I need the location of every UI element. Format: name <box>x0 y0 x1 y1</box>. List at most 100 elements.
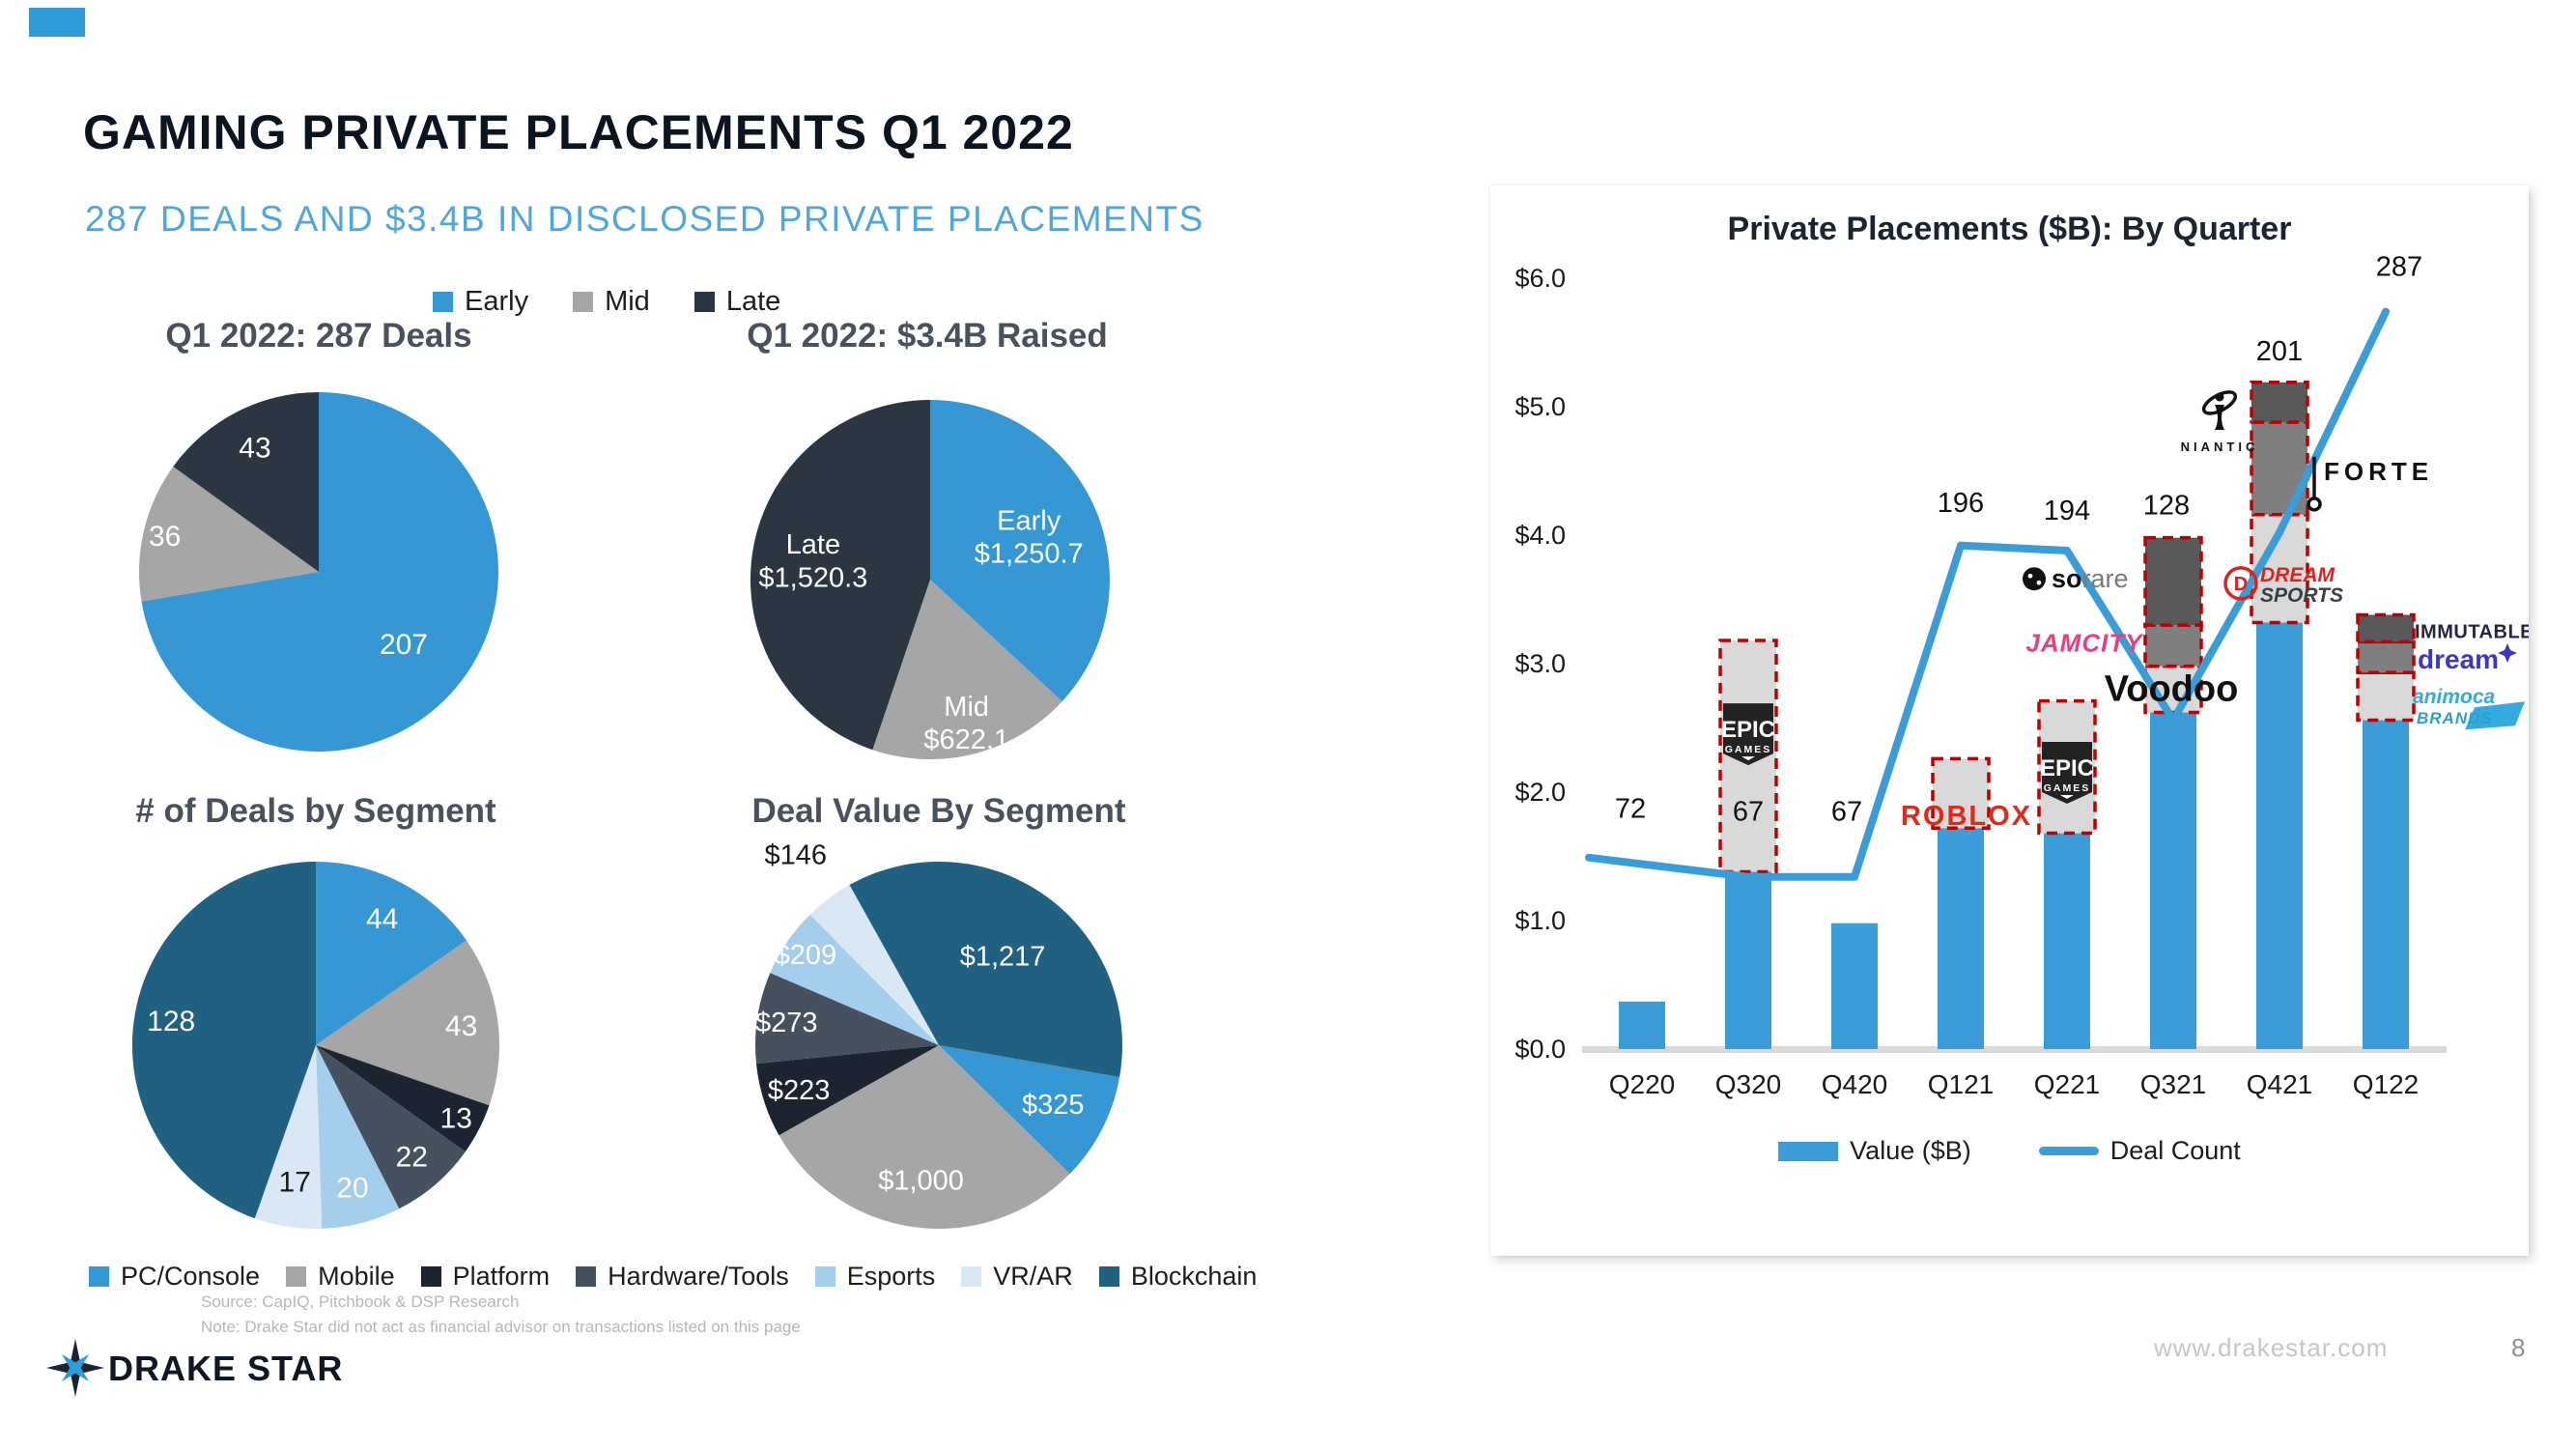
segment-legend: PC/Console Mobile Platform Hardware/Tools Es… <box>89 1262 1257 1292</box>
label: BRANDS <box>2417 709 2493 727</box>
stage-legend: Early Mid Late <box>433 286 780 318</box>
segment-legend-item-hardware-tools: Hardware/Tools <box>576 1262 789 1292</box>
logo-roblox: ROBLOX <box>1901 801 2032 832</box>
y-tick-label: $6.0 <box>1514 264 1566 293</box>
pie-slice-early <box>930 400 1110 702</box>
pie-slice-blockchain <box>131 862 316 1219</box>
corner-accent-bar <box>29 8 85 37</box>
legend-swatch <box>814 1266 835 1287</box>
pie-slice-vr-ar <box>254 1045 323 1230</box>
deal-highlight-segment <box>2143 535 2203 627</box>
logo-text: sorare <box>2052 564 2129 593</box>
chart-title: Private Placements ($B): By Quarter <box>1727 211 2292 247</box>
segment-legend-item-pc-console: PC/Console <box>89 1262 260 1292</box>
segment-legend-item-vr-ar: VR/AR <box>961 1262 1073 1292</box>
label: ROBLOX <box>1901 801 2032 832</box>
deal-highlight-segment <box>2250 380 2309 424</box>
x-tick-label: Q321 <box>2140 1069 2207 1099</box>
bar-Q421 <box>2256 622 2303 1049</box>
legend-swatch <box>286 1266 307 1287</box>
disclaimer-note: Note: Drake Star did not act as financia… <box>201 1318 801 1336</box>
footer-url: www.drakestar.com <box>2154 1333 2389 1362</box>
deal-count-label: 196 <box>1938 488 1984 519</box>
pie-title-raised: Q1 2022: $3.4B Raised <box>747 317 1108 355</box>
pie-data-label: 44 <box>366 903 398 935</box>
label: JAMCITY <box>2025 629 2144 658</box>
bar-Q320 <box>1725 871 1771 1049</box>
label: Voodoo <box>2105 669 2239 710</box>
pie-data-label: 36 <box>149 521 181 553</box>
legend-swatch <box>1098 1266 1119 1287</box>
x-tick-label: Q421 <box>2247 1069 2313 1099</box>
logo-dream: dream <box>2418 643 2517 674</box>
legend-label: Blockchain <box>1130 1262 1258 1291</box>
x-tick-label: Q121 <box>1928 1069 1995 1099</box>
pie-slice-late <box>750 399 930 751</box>
page-subtitle: 287 DEALS AND $3.4B IN DISCLOSED PRIVATE… <box>85 199 1204 239</box>
legend-label: VR/AR <box>993 1262 1073 1291</box>
deal-count-label: 67 <box>1733 796 1764 827</box>
drake-star-logo-icon <box>46 1339 104 1397</box>
x-tick-label: Q420 <box>1822 1069 1888 1099</box>
deal-highlight-segment <box>2250 420 2309 517</box>
pie-data-label: $1,000 <box>878 1166 964 1197</box>
deal-count-label: 128 <box>2143 491 2190 522</box>
legend-label: Early <box>465 286 529 317</box>
legend-label: Mid <box>605 286 650 317</box>
legend-label: Deal Count <box>2109 1136 2241 1165</box>
pie-data-label: 128 <box>147 1006 195 1037</box>
segment-legend-item-mobile: Mobile <box>286 1262 395 1292</box>
label: EPIC <box>1721 717 1775 743</box>
stage-legend-item-late: Late <box>694 286 780 318</box>
deal-count-label: 287 <box>2376 251 2422 282</box>
pie-data-label: $1,217 <box>960 941 1046 972</box>
pie-data-label: 207 <box>380 629 428 661</box>
logo-voodoo: Voodoo <box>2105 669 2239 710</box>
segment-legend-item-platform: Platform <box>420 1262 551 1292</box>
segment-legend-item-esports: Esports <box>814 1262 936 1292</box>
pie-slice-esports <box>770 914 939 1045</box>
pie-data-label: $273 <box>755 1008 818 1038</box>
pie-charts-canvas: 207 36 43 Early $1,250.7 Mid $622.1 Late $1,520.… <box>131 392 1122 1230</box>
brand-wordmark: DRAKE STAR <box>108 1349 344 1388</box>
bar-Q221 <box>2044 833 2090 1049</box>
pie-slice-platform <box>316 1045 490 1152</box>
legend-label: PC/Console <box>121 1262 261 1291</box>
deal-highlight-segment <box>2143 623 2203 668</box>
deal-count-label: 201 <box>2256 336 2303 367</box>
pie-data-label: 20 <box>336 1173 368 1205</box>
pie-data-label: 13 <box>440 1102 472 1134</box>
label: EPIC <box>2040 755 2094 781</box>
pie-data-label: 22 <box>396 1142 428 1174</box>
deal-count-label: 194 <box>2044 496 2090 526</box>
x-tick-label: Q221 <box>2034 1069 2101 1099</box>
deal-highlight-segment <box>1931 756 1991 830</box>
source-note: Source: CapIQ, Pitchbook & DSP Research <box>201 1293 520 1311</box>
legend-label: Esports <box>846 1262 936 1291</box>
legend-label: Platform <box>452 1262 551 1291</box>
legend-swatch <box>961 1266 982 1287</box>
pie-data-label: $325 <box>1022 1090 1085 1121</box>
page-number: 8 <box>2511 1333 2526 1362</box>
logo-forte: FORTE <box>2307 456 2428 512</box>
y-tick-label: $5.0 <box>1514 392 1566 421</box>
y-tick-label: $2.0 <box>1514 778 1566 807</box>
label: DREAM <box>2260 564 2335 586</box>
logo-sorare: sorare <box>2023 564 2129 593</box>
pie-data-label: 17 <box>279 1166 311 1198</box>
legend-swatch <box>433 292 453 312</box>
deal-highlight-segment <box>2356 639 2416 675</box>
pie-slice-mobile <box>316 940 500 1106</box>
label: SPORTS <box>2260 584 2343 607</box>
legend-swatch <box>573 292 594 312</box>
pie-title-deals: Q1 2022: 287 Deals <box>165 317 472 355</box>
pie-data-label: $209 <box>775 940 837 971</box>
segment-legend-item-blockchain: Blockchain <box>1098 1262 1258 1292</box>
page-title: GAMING PRIVATE PLACEMENTS Q1 2022 <box>83 105 1074 159</box>
bar-Q220 <box>1619 1001 1665 1049</box>
pie-slice-mid <box>138 467 319 602</box>
legend-label: Late <box>725 286 781 317</box>
